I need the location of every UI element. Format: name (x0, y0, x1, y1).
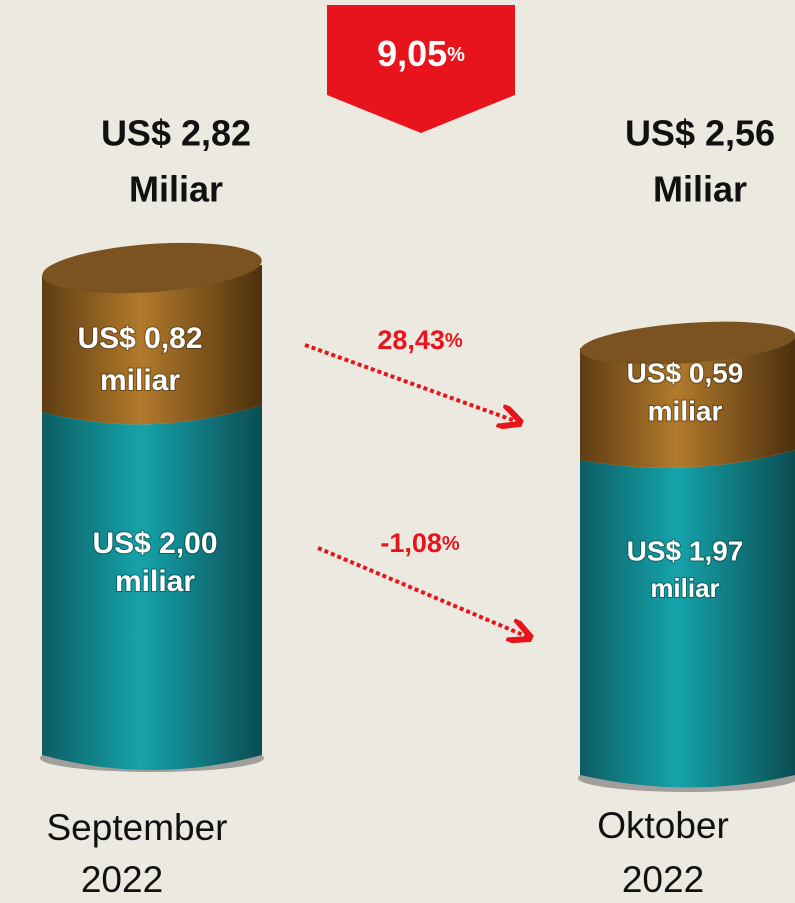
change-unit: % (442, 533, 460, 555)
total-value: US$ 2,82 (101, 113, 251, 154)
banner-text: 9,05% (377, 33, 465, 74)
change-arrow (304, 343, 518, 422)
segment-unit: miliar (648, 395, 723, 426)
total-unit: Miliar (129, 169, 223, 210)
banner-shape (327, 5, 515, 133)
change-label: -1,08% (380, 528, 460, 558)
period-label: 2022 (81, 859, 163, 900)
total-unit: Miliar (653, 169, 747, 210)
segment-value: US$ 2,00 (92, 527, 217, 560)
period-label: September (47, 807, 228, 848)
segment-value: US$ 0,82 (77, 322, 202, 355)
segment-unit: miliar (100, 364, 180, 397)
segment-value: US$ 1,97 (627, 535, 744, 566)
segment-value: US$ 0,59 (627, 357, 744, 388)
total-value: US$ 2,56 (625, 113, 775, 154)
segment-unit: miliar (115, 565, 195, 598)
period-label: 2022 (622, 859, 704, 900)
change-label: 28,43% (377, 325, 463, 355)
cylinder-september (40, 242, 264, 772)
period-label: Oktober (597, 805, 729, 846)
change-arrow (317, 546, 528, 637)
change-value: -1,08 (380, 528, 442, 558)
banner-value: 9,05 (377, 33, 447, 74)
change-unit: % (445, 330, 463, 352)
change-value: 28,43 (377, 325, 445, 355)
cylinder-oktober (578, 321, 795, 792)
banner-unit: % (447, 44, 465, 66)
segment-unit: miliar (650, 573, 719, 603)
